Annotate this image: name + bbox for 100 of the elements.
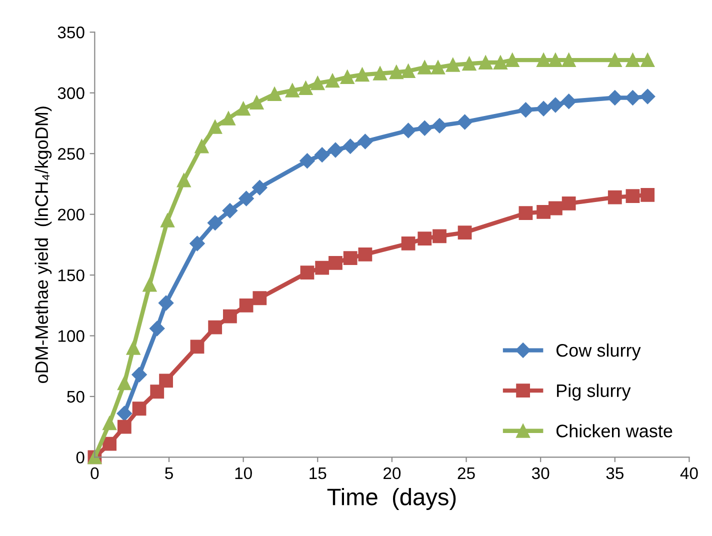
point xyxy=(417,120,432,136)
point xyxy=(160,213,174,228)
point xyxy=(132,367,147,382)
y-tick-label: 0 xyxy=(76,452,84,464)
point xyxy=(310,76,325,90)
point xyxy=(625,90,640,106)
point xyxy=(431,60,445,74)
point xyxy=(238,190,254,206)
point xyxy=(208,320,222,334)
y-tick-label: 200 xyxy=(58,208,84,221)
point xyxy=(252,291,267,306)
point xyxy=(300,266,314,280)
point xyxy=(358,134,373,150)
point xyxy=(190,340,204,354)
point xyxy=(239,298,254,312)
point xyxy=(401,236,416,250)
x-tick-label: 30 xyxy=(532,467,550,480)
point xyxy=(418,60,432,74)
point xyxy=(340,70,354,84)
point xyxy=(640,53,655,68)
point xyxy=(400,122,416,138)
point xyxy=(562,196,576,210)
point xyxy=(116,406,132,422)
point xyxy=(418,232,432,246)
point xyxy=(562,53,576,68)
point xyxy=(252,180,268,196)
point xyxy=(250,96,264,110)
point xyxy=(518,102,534,118)
y-tick-label: 300 xyxy=(58,87,84,100)
point xyxy=(561,94,576,109)
y-tick-label: 50 xyxy=(67,390,84,403)
point xyxy=(536,53,551,68)
point xyxy=(536,204,551,219)
point xyxy=(462,56,476,71)
point xyxy=(126,340,140,355)
point xyxy=(102,416,117,430)
point xyxy=(548,97,564,113)
legend-label: Pig slurry xyxy=(557,384,631,401)
point xyxy=(315,260,330,275)
point xyxy=(328,142,344,158)
point xyxy=(343,251,358,265)
point xyxy=(298,81,313,95)
y-tick-label: 150 xyxy=(58,269,84,282)
point xyxy=(117,420,132,434)
x-axis-title: Time (days) xyxy=(327,488,456,510)
point xyxy=(285,84,300,98)
point xyxy=(208,215,223,230)
point xyxy=(505,53,520,68)
point xyxy=(626,189,640,204)
point xyxy=(300,153,315,168)
point xyxy=(150,320,165,336)
point xyxy=(608,190,622,204)
point xyxy=(314,147,330,162)
y-tick-label: 100 xyxy=(58,330,84,342)
point xyxy=(102,436,117,451)
point xyxy=(158,295,174,311)
point xyxy=(478,56,493,70)
point xyxy=(640,188,655,202)
point xyxy=(494,56,508,70)
point xyxy=(268,87,282,102)
point xyxy=(401,64,416,78)
point xyxy=(328,256,342,270)
y-tick-label: 250 xyxy=(58,148,84,160)
x-tick-label: 15 xyxy=(310,468,326,480)
point xyxy=(150,384,164,399)
y-tick-label: 350 xyxy=(58,26,84,38)
point xyxy=(640,88,656,104)
point xyxy=(548,53,562,68)
x-tick-label: 35 xyxy=(606,467,624,480)
legend-label: Cow slurry xyxy=(556,344,641,360)
x-tick-label: 5 xyxy=(165,468,173,480)
point xyxy=(457,114,472,130)
point xyxy=(432,118,448,134)
point xyxy=(117,376,132,390)
point xyxy=(608,53,622,68)
point xyxy=(132,402,146,416)
point xyxy=(355,68,370,82)
point xyxy=(626,53,640,68)
x-tick-label: 20 xyxy=(384,467,401,480)
point xyxy=(176,173,191,188)
point xyxy=(190,236,205,252)
legend-label: Chicken waste xyxy=(556,424,672,438)
x-tick-label: 25 xyxy=(458,467,475,480)
point xyxy=(223,309,237,324)
point xyxy=(458,226,472,240)
point xyxy=(326,74,340,88)
point xyxy=(358,247,372,262)
point xyxy=(208,120,222,134)
point xyxy=(607,90,622,106)
point xyxy=(548,201,562,216)
point xyxy=(159,374,173,388)
point xyxy=(518,206,533,220)
y-axis-title: oDM-Methae yield (lnCH₄/kgoDM) xyxy=(34,106,52,384)
point xyxy=(222,111,236,126)
point xyxy=(142,278,157,292)
point xyxy=(536,101,552,116)
point xyxy=(432,229,446,244)
point xyxy=(222,203,238,218)
x-tick-label: 40 xyxy=(680,467,698,480)
point xyxy=(342,138,358,154)
